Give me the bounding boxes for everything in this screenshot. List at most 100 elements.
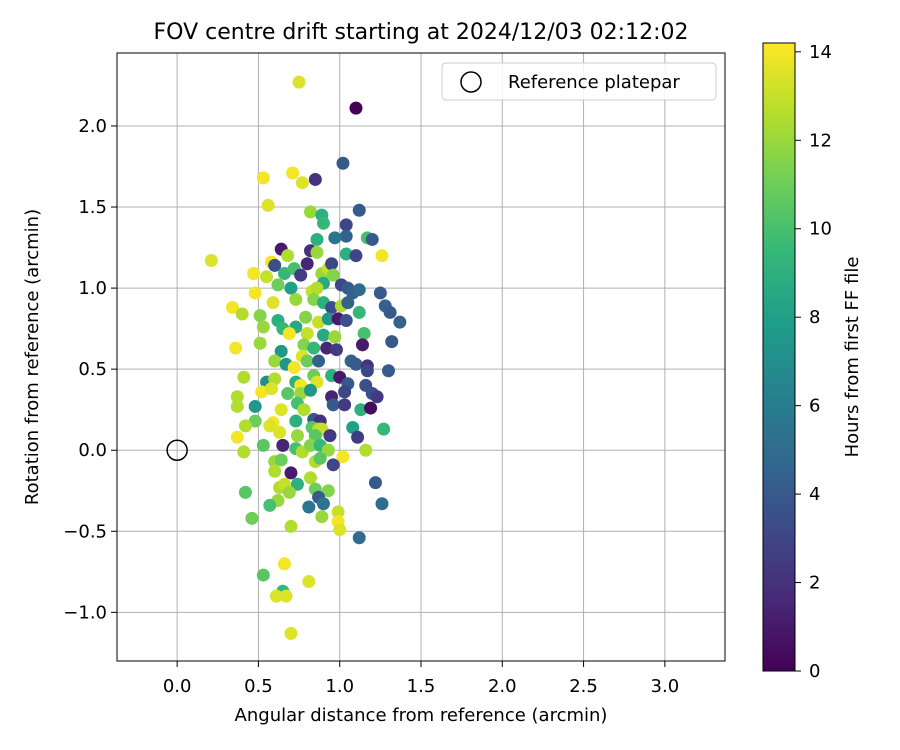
- legend-box: [441, 62, 717, 101]
- data-point: [312, 354, 326, 368]
- data-point: [230, 399, 244, 413]
- data-point: [316, 497, 330, 511]
- data-point: [256, 320, 270, 334]
- x-tick-label: 0.5: [244, 676, 273, 697]
- data-point: [266, 296, 280, 310]
- x-tick-label: 1.5: [407, 676, 436, 697]
- data-point: [237, 445, 251, 459]
- data-point: [297, 338, 311, 352]
- data-point: [253, 336, 267, 350]
- data-point: [346, 421, 360, 435]
- data-point: [255, 385, 269, 399]
- data-point: [365, 232, 379, 246]
- data-point: [333, 523, 347, 537]
- data-point: [325, 301, 339, 315]
- data-point: [339, 218, 353, 232]
- data-point: [289, 292, 303, 306]
- data-point: [339, 247, 353, 261]
- x-tick-label: 0.0: [163, 676, 192, 697]
- data-point: [276, 438, 290, 452]
- data-point: [349, 101, 363, 115]
- data-point: [336, 156, 350, 170]
- data-point: [284, 519, 298, 533]
- data-point: [230, 430, 244, 444]
- data-point: [297, 403, 311, 417]
- data-point: [261, 198, 275, 212]
- data-point: [300, 257, 314, 271]
- data-point: [268, 258, 282, 272]
- data-point: [282, 326, 296, 340]
- colorbar-label: Hours from first FF file: [842, 257, 863, 458]
- data-point: [313, 451, 327, 465]
- data-point: [316, 328, 330, 342]
- chart-title: FOV centre drift starting at 2024/12/03 …: [154, 20, 689, 45]
- data-point: [303, 438, 317, 452]
- data-point: [300, 354, 314, 368]
- data-point: [385, 335, 399, 349]
- x-tick-label: 2.0: [488, 676, 517, 697]
- data-point: [315, 510, 329, 524]
- data-point: [277, 557, 291, 571]
- data-point: [312, 315, 326, 329]
- colorbar-tick-label: 10: [809, 219, 832, 240]
- data-point: [326, 398, 340, 412]
- data-point: [352, 203, 366, 217]
- data-point: [295, 176, 309, 190]
- data-point: [247, 267, 261, 281]
- data-point: [300, 326, 314, 340]
- data-point: [341, 296, 355, 310]
- data-point: [292, 75, 306, 89]
- data-point: [331, 505, 345, 519]
- data-point: [339, 229, 353, 243]
- data-point: [329, 343, 343, 357]
- data-point: [352, 283, 366, 297]
- y-tick-label: 1.0: [78, 278, 107, 299]
- data-point: [303, 471, 317, 485]
- data-point: [325, 257, 339, 271]
- data-point: [260, 270, 274, 284]
- data-point: [307, 292, 321, 306]
- data-point: [310, 245, 324, 259]
- data-point: [237, 370, 251, 384]
- data-point: [302, 500, 316, 514]
- y-axis-ticks: −1.0 −0.5 0.0 0.5 1.0 1.5 2.0: [63, 116, 117, 623]
- data-point: [248, 414, 262, 428]
- colorbar-ticks: 0 2 4 6 8 10 12 14: [795, 42, 832, 682]
- data-point: [321, 443, 335, 457]
- colorbar-tick-label: 12: [809, 130, 832, 151]
- data-point: [204, 254, 218, 268]
- data-point: [238, 419, 252, 433]
- data-point: [310, 232, 324, 246]
- data-point: [377, 422, 391, 436]
- data-point: [290, 477, 304, 491]
- reference-platepar-marker: [166, 439, 188, 461]
- data-point: [354, 403, 368, 417]
- data-point: [256, 568, 270, 582]
- data-point: [321, 484, 335, 498]
- data-point: [253, 309, 267, 323]
- data-point: [338, 398, 352, 412]
- data-point: [294, 268, 308, 282]
- data-point: [336, 450, 350, 464]
- y-tick-label: 0.5: [78, 359, 107, 380]
- data-point: [248, 399, 262, 413]
- data-point: [225, 301, 239, 315]
- data-point: [326, 268, 340, 282]
- data-point: [287, 361, 301, 375]
- data-point: [326, 458, 340, 472]
- data-point: [303, 383, 317, 397]
- x-axis-ticks: 0.0 0.5 1.0 1.5 2.0 2.5 3.0: [163, 661, 679, 697]
- grid-lines: [117, 53, 725, 661]
- x-tick-label: 2.5: [569, 676, 598, 697]
- data-point: [264, 382, 278, 396]
- data-point: [281, 386, 295, 400]
- data-point: [274, 403, 288, 417]
- data-point: [393, 315, 407, 329]
- colorbar-tick-label: 4: [809, 484, 820, 505]
- data-point: [290, 429, 304, 443]
- data-point: [307, 341, 321, 355]
- data-point: [328, 231, 342, 245]
- data-point: [256, 171, 270, 185]
- data-point: [263, 498, 277, 512]
